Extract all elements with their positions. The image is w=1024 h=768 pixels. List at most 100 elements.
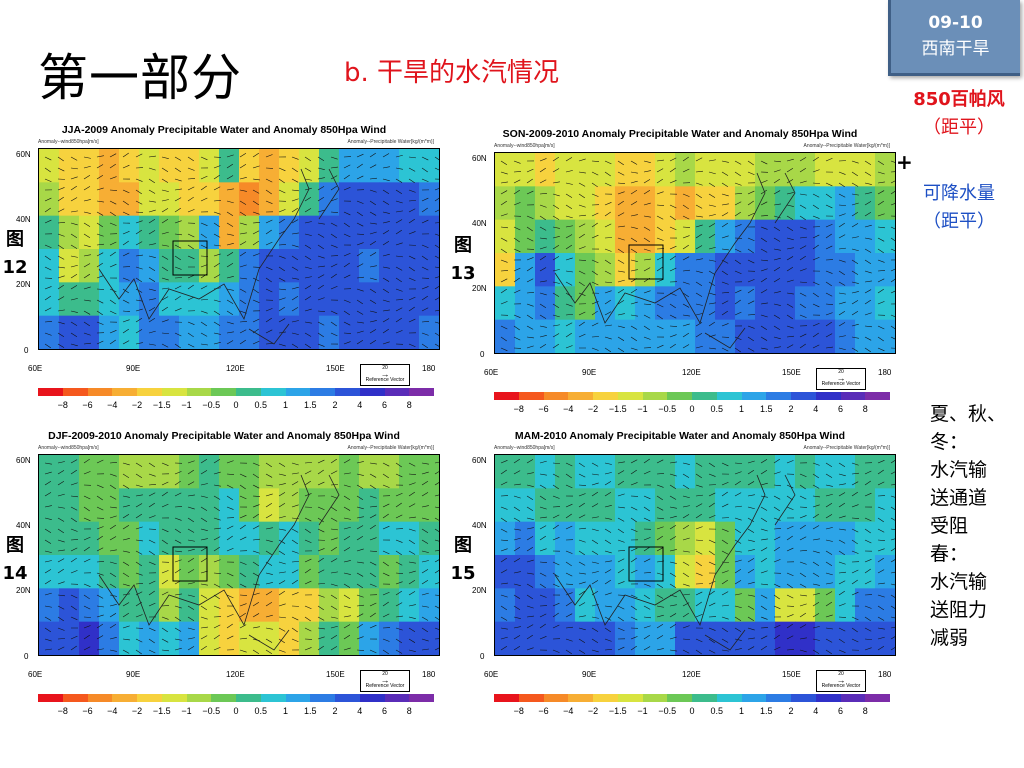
wind-arrow [382,178,390,182]
wind-arrow [109,524,117,530]
wind-arrow [682,332,690,338]
wind-arrow [291,592,299,596]
colorbar-swatch [791,694,816,702]
wind-arrow [109,613,117,618]
wind-arrow [304,178,312,181]
wind-arrow [148,561,156,565]
wind-arrow [109,461,117,464]
field-cell [379,215,400,250]
field-cell [815,286,836,321]
wind-arrow [877,548,885,552]
coastline [98,168,340,345]
field-cell [715,153,736,187]
field-cell [239,488,260,523]
wind-arrow [565,332,572,338]
colorbar-tick-label: 4 [813,706,819,716]
wind-arrow [174,593,182,596]
x-tick-label: 180 [422,670,436,679]
wind-arrow [851,236,859,239]
wind-arrow [434,605,439,609]
wind-arrow [799,343,806,349]
wind-arrow [695,303,703,306]
field-cell [359,315,380,349]
anomaly-map [494,152,896,354]
wind-arrow [838,502,846,508]
map-canvas [39,149,439,349]
field-cell [495,219,516,254]
wind-arrow [526,325,534,330]
wind-arrow [799,624,807,629]
field-cell [319,621,340,655]
colorbar-swatch [543,392,569,400]
colorbar-swatch [593,694,618,702]
wind-arrow [278,483,286,486]
wind-arrow [395,514,403,519]
field-cell [259,182,280,217]
field-cell [379,249,400,283]
wind-arrow [760,277,768,283]
wind-arrow [96,321,104,325]
field-cell [655,253,676,287]
wind-arrow [890,171,895,173]
wind-arrow [812,169,820,173]
wind-arrow [656,648,664,651]
wind-arrow [617,550,625,552]
wind-arrow [851,569,859,574]
wind-arrow [565,613,573,618]
colorbar-swatch [62,694,88,702]
wind-arrow [565,313,573,316]
wind-arrow [526,215,534,219]
wind-arrow [226,288,234,291]
wind-arrow [851,462,859,466]
colorbar-swatch [409,388,434,396]
wind-arrow [57,594,65,597]
wind-arrow [330,635,338,640]
field-cell [715,455,736,489]
wind-arrow [838,603,846,607]
slide-title: 第一部分 [38,49,242,107]
wind-arrow [109,211,116,217]
wind-arrow [434,528,439,532]
wind-arrow [70,570,78,574]
wind-arrow [395,178,403,183]
wind-arrow [877,594,885,598]
colorbar-swatch [62,388,88,396]
wind-arrow [109,604,117,607]
wind-arrow [630,459,638,464]
field-cell [495,588,516,623]
wind-arrow [356,495,364,500]
field-cell [735,588,756,623]
wind-arrow [369,252,377,257]
wind-arrow [226,188,234,191]
wind-arrow [434,569,439,574]
wind-arrow [304,196,312,202]
wind-arrow [317,196,325,202]
field-cell [815,621,836,655]
wind-arrow [838,638,845,644]
wind-arrow [695,224,703,228]
wind-arrow [643,625,651,629]
wind-arrow [513,160,521,164]
wind-arrow [708,171,716,175]
wind-arrow [747,646,755,651]
field-cell [595,319,616,353]
wind-arrow [812,234,820,239]
wind-arrow [695,333,703,338]
wind-arrow [330,625,338,629]
wind-arrow [187,637,195,640]
wind-arrow [760,248,768,253]
field-cell [535,286,556,321]
wind-arrow [708,193,716,198]
field-cell [495,555,516,589]
wind-arrow [565,503,573,508]
wind-arrow [369,524,376,530]
field-cell [419,149,439,183]
wind-arrow [109,495,117,500]
wind-arrow [239,164,247,169]
colorbar-tick-label: −6 [538,706,549,716]
wind-arrow [369,189,377,193]
wind-arrow [252,152,260,158]
wind-arrow [421,207,428,213]
wind-arrow [343,647,351,651]
wind-arrow [408,591,416,596]
